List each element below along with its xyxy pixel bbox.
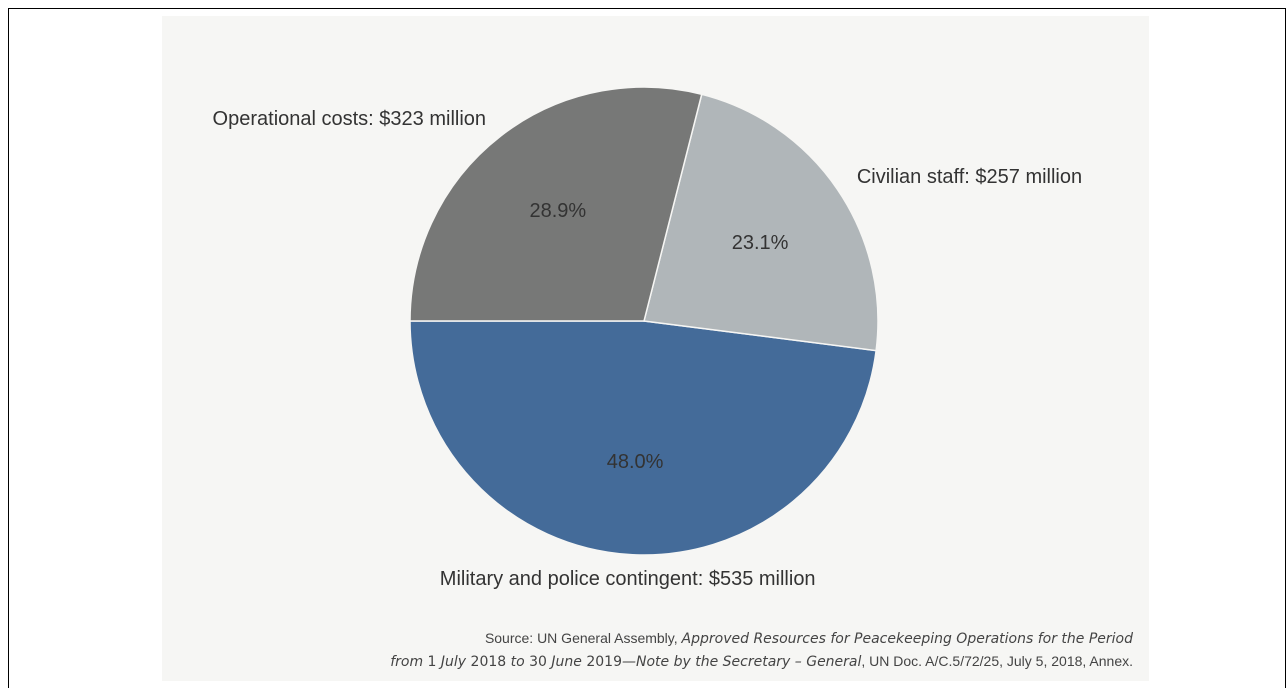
source-year-start: 2018 xyxy=(466,654,511,670)
slice-percent-label: 28.9% xyxy=(529,200,586,222)
figure-frame xyxy=(8,8,1286,688)
source-year-end: 2019 xyxy=(581,654,622,670)
slice-category-label: Operational costs: $323 million xyxy=(213,108,486,130)
source-month-end: June xyxy=(551,654,582,670)
source-month-start: July xyxy=(440,654,467,670)
pie-slice xyxy=(409,86,703,322)
source-to: to xyxy=(510,654,525,670)
source-line-1: Source: UN General Assembly, Approved Re… xyxy=(133,630,1133,647)
source-day-start: 1 xyxy=(423,654,441,670)
source-from: from xyxy=(390,654,424,670)
source-day-end: 30 xyxy=(524,654,552,670)
source-suffix: , UN Doc. A/C.5/72/25, July 5, 2018, Ann… xyxy=(861,653,1133,669)
pie-slice xyxy=(643,93,879,352)
slice-percent-label: 23.1% xyxy=(732,232,789,254)
slice-category-label: Military and police contingent: $535 mil… xyxy=(440,568,816,590)
slice-percent-label: 48.0% xyxy=(607,451,664,473)
pie-slice xyxy=(409,320,877,556)
source-title: Approved Resources for Peacekeeping Oper… xyxy=(681,631,1133,647)
slice-category-label: Civilian staff: $257 million xyxy=(857,166,1082,188)
source-prefix: Source: UN General Assembly, xyxy=(484,630,682,646)
source-note: —Note by the Secretary – General xyxy=(622,654,862,670)
source-line-2: from 1 July 2018 to 30 June 2019—Note by… xyxy=(133,653,1133,670)
